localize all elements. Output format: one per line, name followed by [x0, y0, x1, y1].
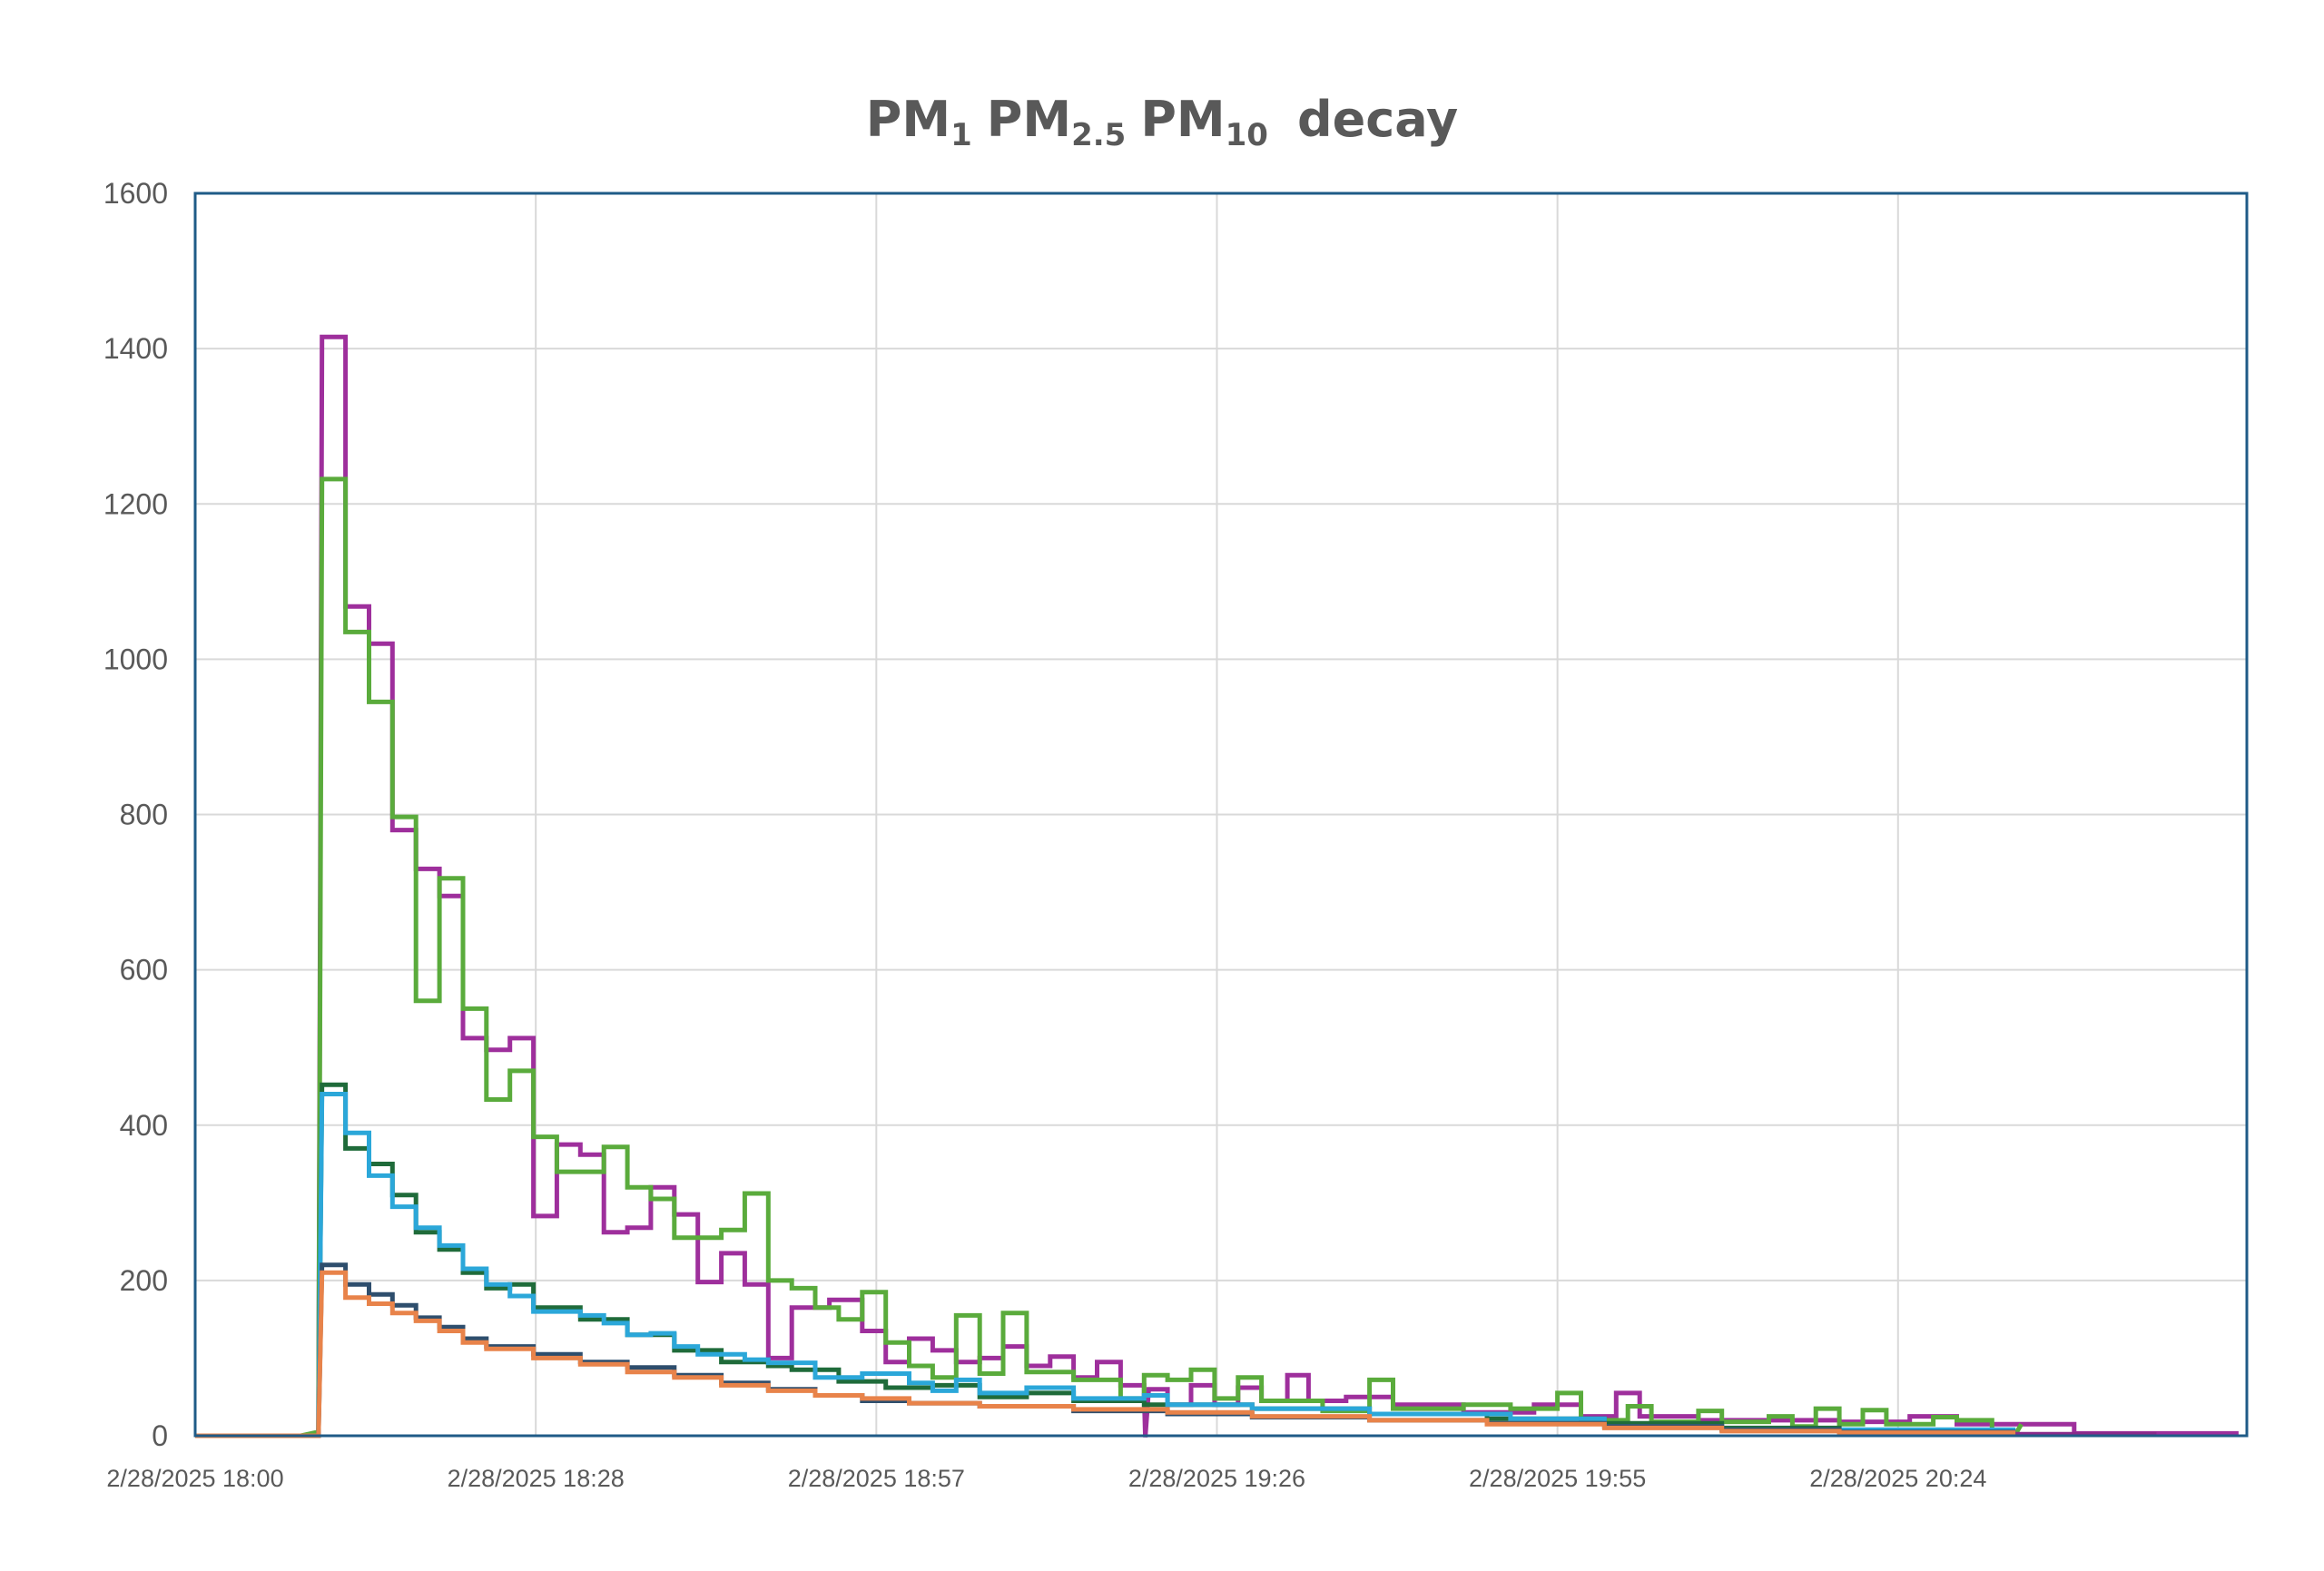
chart-title: PM1 PM2.5 PM10 decay [0, 91, 2324, 153]
y-axis-ticks: 0 200 400 600 800 1000 1200 1400 1600 [103, 177, 168, 1452]
y-tick-label-3: 600 [120, 954, 168, 987]
series-line-1 [195, 476, 2024, 1438]
series-line-5 [195, 1270, 2016, 1438]
x-tick-label-1: 2/28/2025 18:28 [448, 1465, 625, 1492]
x-axis-ticks: 2/28/2025 18:00 2/28/2025 18:28 2/28/2025 … [106, 1465, 1986, 1492]
y-tick-label-1: 200 [120, 1264, 168, 1297]
y-tick-label-2: 400 [120, 1109, 168, 1142]
series-line-3 [195, 1092, 2016, 1438]
grid-lines [194, 192, 2247, 1437]
x-tick-label-3: 2/28/2025 19:26 [1128, 1465, 1305, 1492]
series-layer [195, 334, 2239, 1438]
title-part-decay: decay [1296, 91, 1459, 148]
title-part-pm10: PM10 [1140, 91, 1268, 153]
y-tick-label-7: 1400 [103, 332, 168, 365]
y-tick-label-8: 1600 [103, 177, 168, 210]
y-tick-label-6: 1200 [103, 487, 168, 520]
y-tick-label-4: 800 [120, 799, 168, 831]
x-tick-label-0: 2/28/2025 18:00 [106, 1465, 283, 1492]
y-tick-label-5: 1000 [103, 643, 168, 675]
title-part-pm25: PM2.5 [986, 91, 1127, 153]
y-tick-label-0: 0 [152, 1419, 168, 1452]
plot-frame [193, 191, 2249, 1438]
x-tick-label-4: 2/28/2025 19:55 [1469, 1465, 1646, 1492]
title-part-pm1: PM1 [865, 91, 972, 153]
x-tick-label-5: 2/28/2025 20:24 [1809, 1465, 1986, 1492]
series-line-2 [195, 1082, 2016, 1438]
x-tick-label-2: 2/28/2025 18:57 [788, 1465, 965, 1492]
